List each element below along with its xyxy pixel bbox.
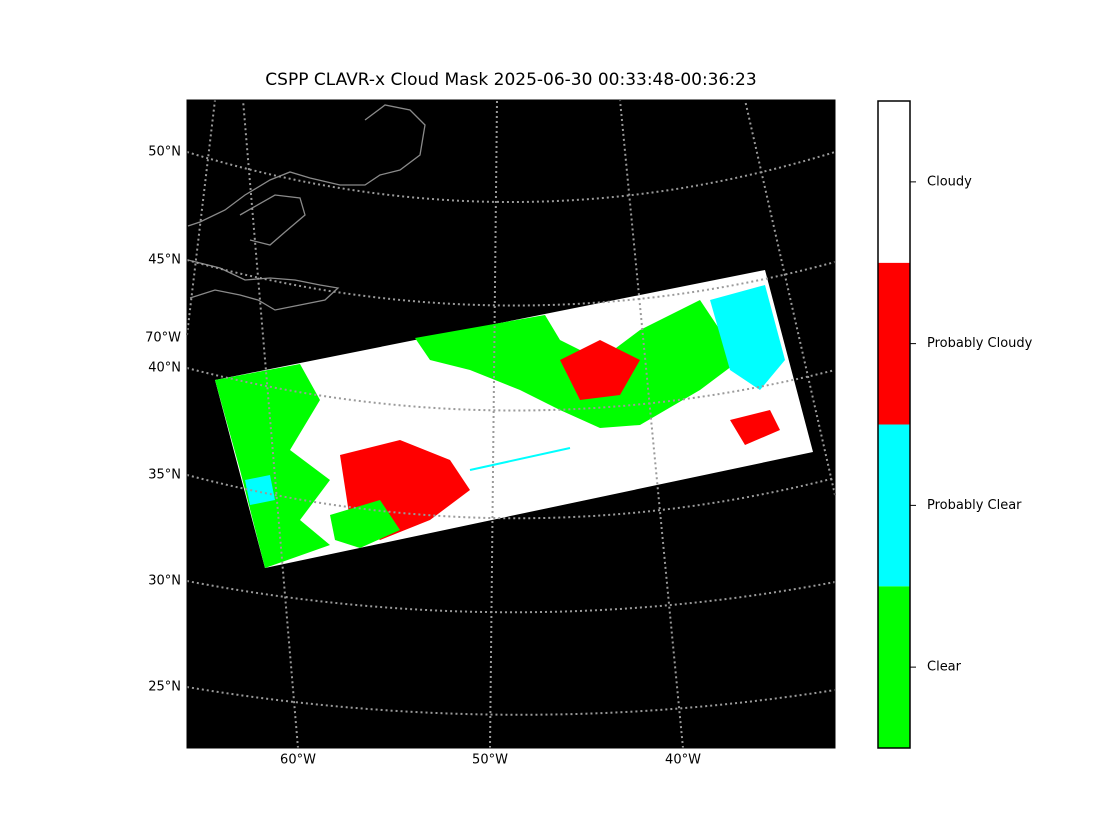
lon-labels: 60°W 50°W 40°W xyxy=(280,753,701,768)
meridian xyxy=(242,99,299,749)
map-title: CSPP CLAVR-x Cloud Mask 2025-06-30 00:33… xyxy=(265,70,756,90)
parallel xyxy=(186,367,836,412)
coastline xyxy=(187,104,426,227)
lon-label: 40°W xyxy=(665,753,701,768)
coastline xyxy=(239,194,306,246)
coastline xyxy=(187,104,426,311)
swath-probably-cloudy xyxy=(560,340,640,400)
lat-label: 25°N xyxy=(148,680,181,695)
parallel xyxy=(186,474,836,520)
lat-label: 50°N xyxy=(148,145,181,160)
coastline xyxy=(187,259,340,311)
swath-probably-clear xyxy=(245,475,275,505)
colorbar-frame xyxy=(877,100,911,749)
colorbar-label: Cloudy xyxy=(927,174,972,189)
meridian xyxy=(489,99,498,749)
colorbar-label: Probably Clear xyxy=(927,498,1022,513)
meridian xyxy=(619,99,684,749)
lon-label: 50°W xyxy=(472,753,508,768)
colorbar-segment xyxy=(878,424,910,587)
colorbar-label: Probably Cloudy xyxy=(927,336,1033,351)
lat-label: 45°N xyxy=(148,253,181,268)
map-area xyxy=(186,99,836,749)
swath xyxy=(215,270,813,568)
lat-labels: 50°N 45°N 70°W 40°N 35°N 30°N 25°N xyxy=(145,145,181,695)
lon-label: 60°W xyxy=(280,753,316,768)
swath-clear xyxy=(215,364,330,568)
lat-label: 30°N xyxy=(148,574,181,589)
swath-probably-clear xyxy=(710,285,785,390)
colorbar-segment xyxy=(878,262,910,425)
lon-label: 70°W xyxy=(145,331,181,346)
colorbar-segment xyxy=(878,101,910,263)
map-frame xyxy=(186,99,836,749)
swath-clear xyxy=(330,500,400,548)
graticule xyxy=(186,99,836,749)
swath-streak xyxy=(469,447,571,471)
parallel xyxy=(186,580,836,614)
colorbar: Clear Probably Clear Probably Cloudy Cloudy xyxy=(877,100,1033,749)
parallel xyxy=(186,686,836,716)
swath-probably-cloudy xyxy=(730,410,780,445)
lat-label: 35°N xyxy=(148,468,181,483)
colorbar-segment xyxy=(878,586,910,748)
lat-label: 40°N xyxy=(148,361,181,376)
colorbar-label: Clear xyxy=(927,660,962,675)
